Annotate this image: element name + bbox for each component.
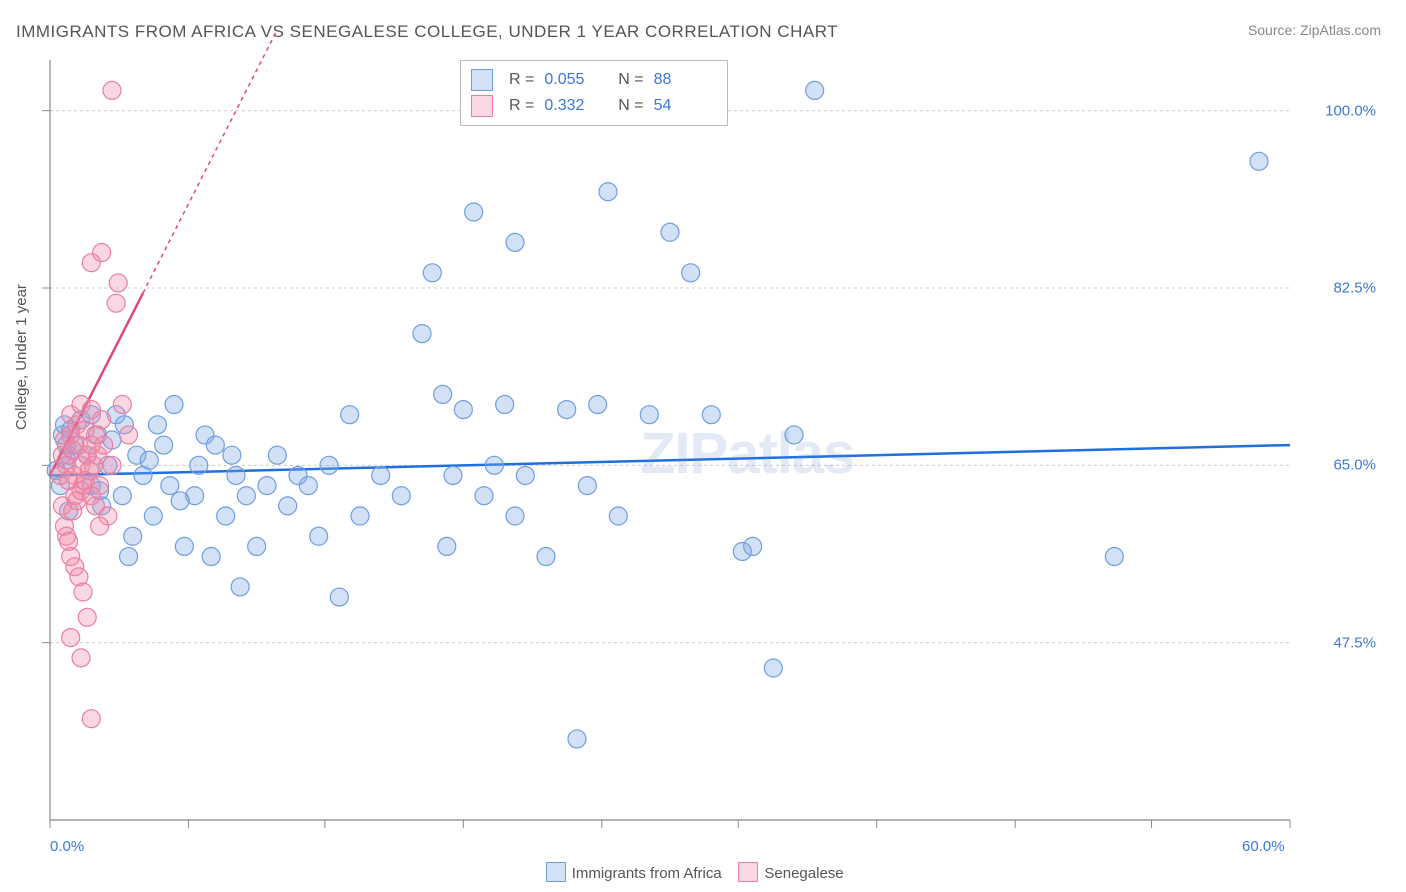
y-tick-label: 47.5%	[1333, 634, 1376, 651]
stat-n-label: N =	[609, 93, 643, 119]
legend-swatch	[471, 95, 493, 117]
y-tick-label: 65.0%	[1333, 457, 1376, 474]
stats-legend-row: R = 0.332 N = 54	[471, 93, 709, 119]
legend-swatch	[546, 862, 566, 882]
stats-legend: R = 0.055 N = 88 R = 0.332 N = 54	[460, 60, 728, 126]
stat-r-label: R =	[509, 93, 534, 119]
y-axis-label: College, Under 1 year	[13, 284, 30, 430]
stat-r-label: R =	[509, 67, 534, 93]
legend-swatch	[738, 862, 758, 882]
watermark: ZIPatlas	[640, 420, 854, 487]
stat-n-value: 54	[654, 93, 709, 119]
stat-n-label: N =	[609, 67, 643, 93]
chart-container: IMMIGRANTS FROM AFRICA VS SENEGALESE COL…	[0, 0, 1406, 892]
stat-n-value: 88	[654, 67, 709, 93]
source-attribution: Source: ZipAtlas.com	[1248, 22, 1381, 38]
series-legend: Immigrants from Africa Senegalese	[0, 862, 1406, 882]
legend-swatch	[471, 69, 493, 91]
stat-r-value: 0.055	[544, 67, 599, 93]
stats-legend-row: R = 0.055 N = 88	[471, 67, 709, 93]
chart-title: IMMIGRANTS FROM AFRICA VS SENEGALESE COL…	[16, 22, 838, 42]
legend-label: Senegalese	[764, 865, 843, 882]
stat-r-value: 0.332	[544, 93, 599, 119]
y-tick-label: 82.5%	[1333, 280, 1376, 297]
x-tick-label: 0.0%	[50, 838, 84, 855]
x-tick-label: 60.0%	[1242, 838, 1285, 855]
legend-label: Immigrants from Africa	[572, 865, 722, 882]
y-tick-label: 100.0%	[1325, 102, 1376, 119]
